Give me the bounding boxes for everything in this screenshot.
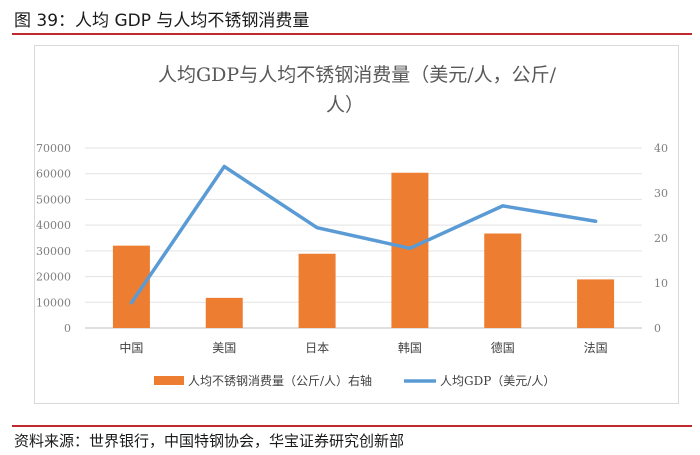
left-axis-ticks: 0 10000 20000 30000 40000 50000 60000 70000 bbox=[36, 142, 71, 335]
legend-line-label: 人均GDP（美元/人） bbox=[440, 374, 555, 388]
bar-series bbox=[112, 172, 615, 328]
left-tick-label: 0 bbox=[64, 322, 71, 335]
right-tick-label: 0 bbox=[654, 322, 661, 335]
gdp-point-中国 bbox=[129, 301, 133, 305]
left-tick-label: 70000 bbox=[36, 142, 71, 155]
chart-title-line1: 人均GDP与人均不锈钢消费量（美元/人，公斤/ bbox=[158, 64, 557, 86]
gdp-point-美国 bbox=[222, 165, 226, 169]
category-label: 韩国 bbox=[398, 340, 422, 355]
top-divider bbox=[12, 33, 692, 35]
right-tick-label: 40 bbox=[654, 142, 668, 155]
gdp-point-法国 bbox=[594, 219, 598, 223]
bar-日本 bbox=[298, 253, 336, 328]
gdp-point-德国 bbox=[501, 204, 505, 208]
category-label: 法国 bbox=[584, 341, 608, 355]
chart-container bbox=[34, 45, 679, 404]
right-tick-label: 10 bbox=[654, 277, 668, 290]
left-tick-label: 60000 bbox=[36, 168, 71, 181]
gdp-point-韩国 bbox=[408, 246, 412, 250]
right-tick-label: 30 bbox=[654, 187, 668, 200]
category-labels: 中国 美国 日本 韩国 德国 法国 bbox=[119, 340, 607, 355]
bar-德国 bbox=[484, 233, 522, 328]
category-label: 德国 bbox=[491, 340, 515, 355]
source-note: 资料来源：世界银行，中国特钢协会，华宝证券研究创新部 bbox=[14, 432, 405, 450]
category-label: 日本 bbox=[305, 341, 329, 355]
right-tick-label: 20 bbox=[654, 232, 668, 245]
category-label: 美国 bbox=[212, 341, 236, 355]
category-label: 中国 bbox=[119, 340, 143, 355]
left-tick-label: 10000 bbox=[36, 296, 71, 309]
bar-法国 bbox=[577, 279, 615, 328]
gdp-line bbox=[129, 164, 598, 305]
left-tick-label: 20000 bbox=[36, 271, 71, 284]
chart-title-line2: 人） bbox=[326, 94, 364, 116]
bar-美国 bbox=[205, 297, 243, 328]
left-tick-label: 40000 bbox=[36, 219, 71, 232]
line-series bbox=[129, 164, 598, 305]
left-tick-label: 30000 bbox=[36, 245, 71, 258]
left-tick-label: 50000 bbox=[36, 193, 71, 206]
bar-韩国 bbox=[391, 172, 429, 328]
right-axis-ticks: 0 10 20 30 40 bbox=[654, 142, 668, 335]
legend: 人均不锈钢消费量（公斤/人）右轴 人均GDP（美元/人） bbox=[154, 373, 555, 388]
legend-bar-label: 人均不锈钢消费量（公斤/人）右轴 bbox=[188, 373, 372, 388]
gridlines bbox=[85, 147, 642, 329]
figure-title: 图 39：人均 GDP 与人均不锈钢消费量 bbox=[14, 11, 310, 31]
legend-bar-swatch bbox=[154, 376, 184, 385]
bottom-divider bbox=[12, 425, 692, 427]
gdp-point-日本 bbox=[315, 226, 319, 230]
